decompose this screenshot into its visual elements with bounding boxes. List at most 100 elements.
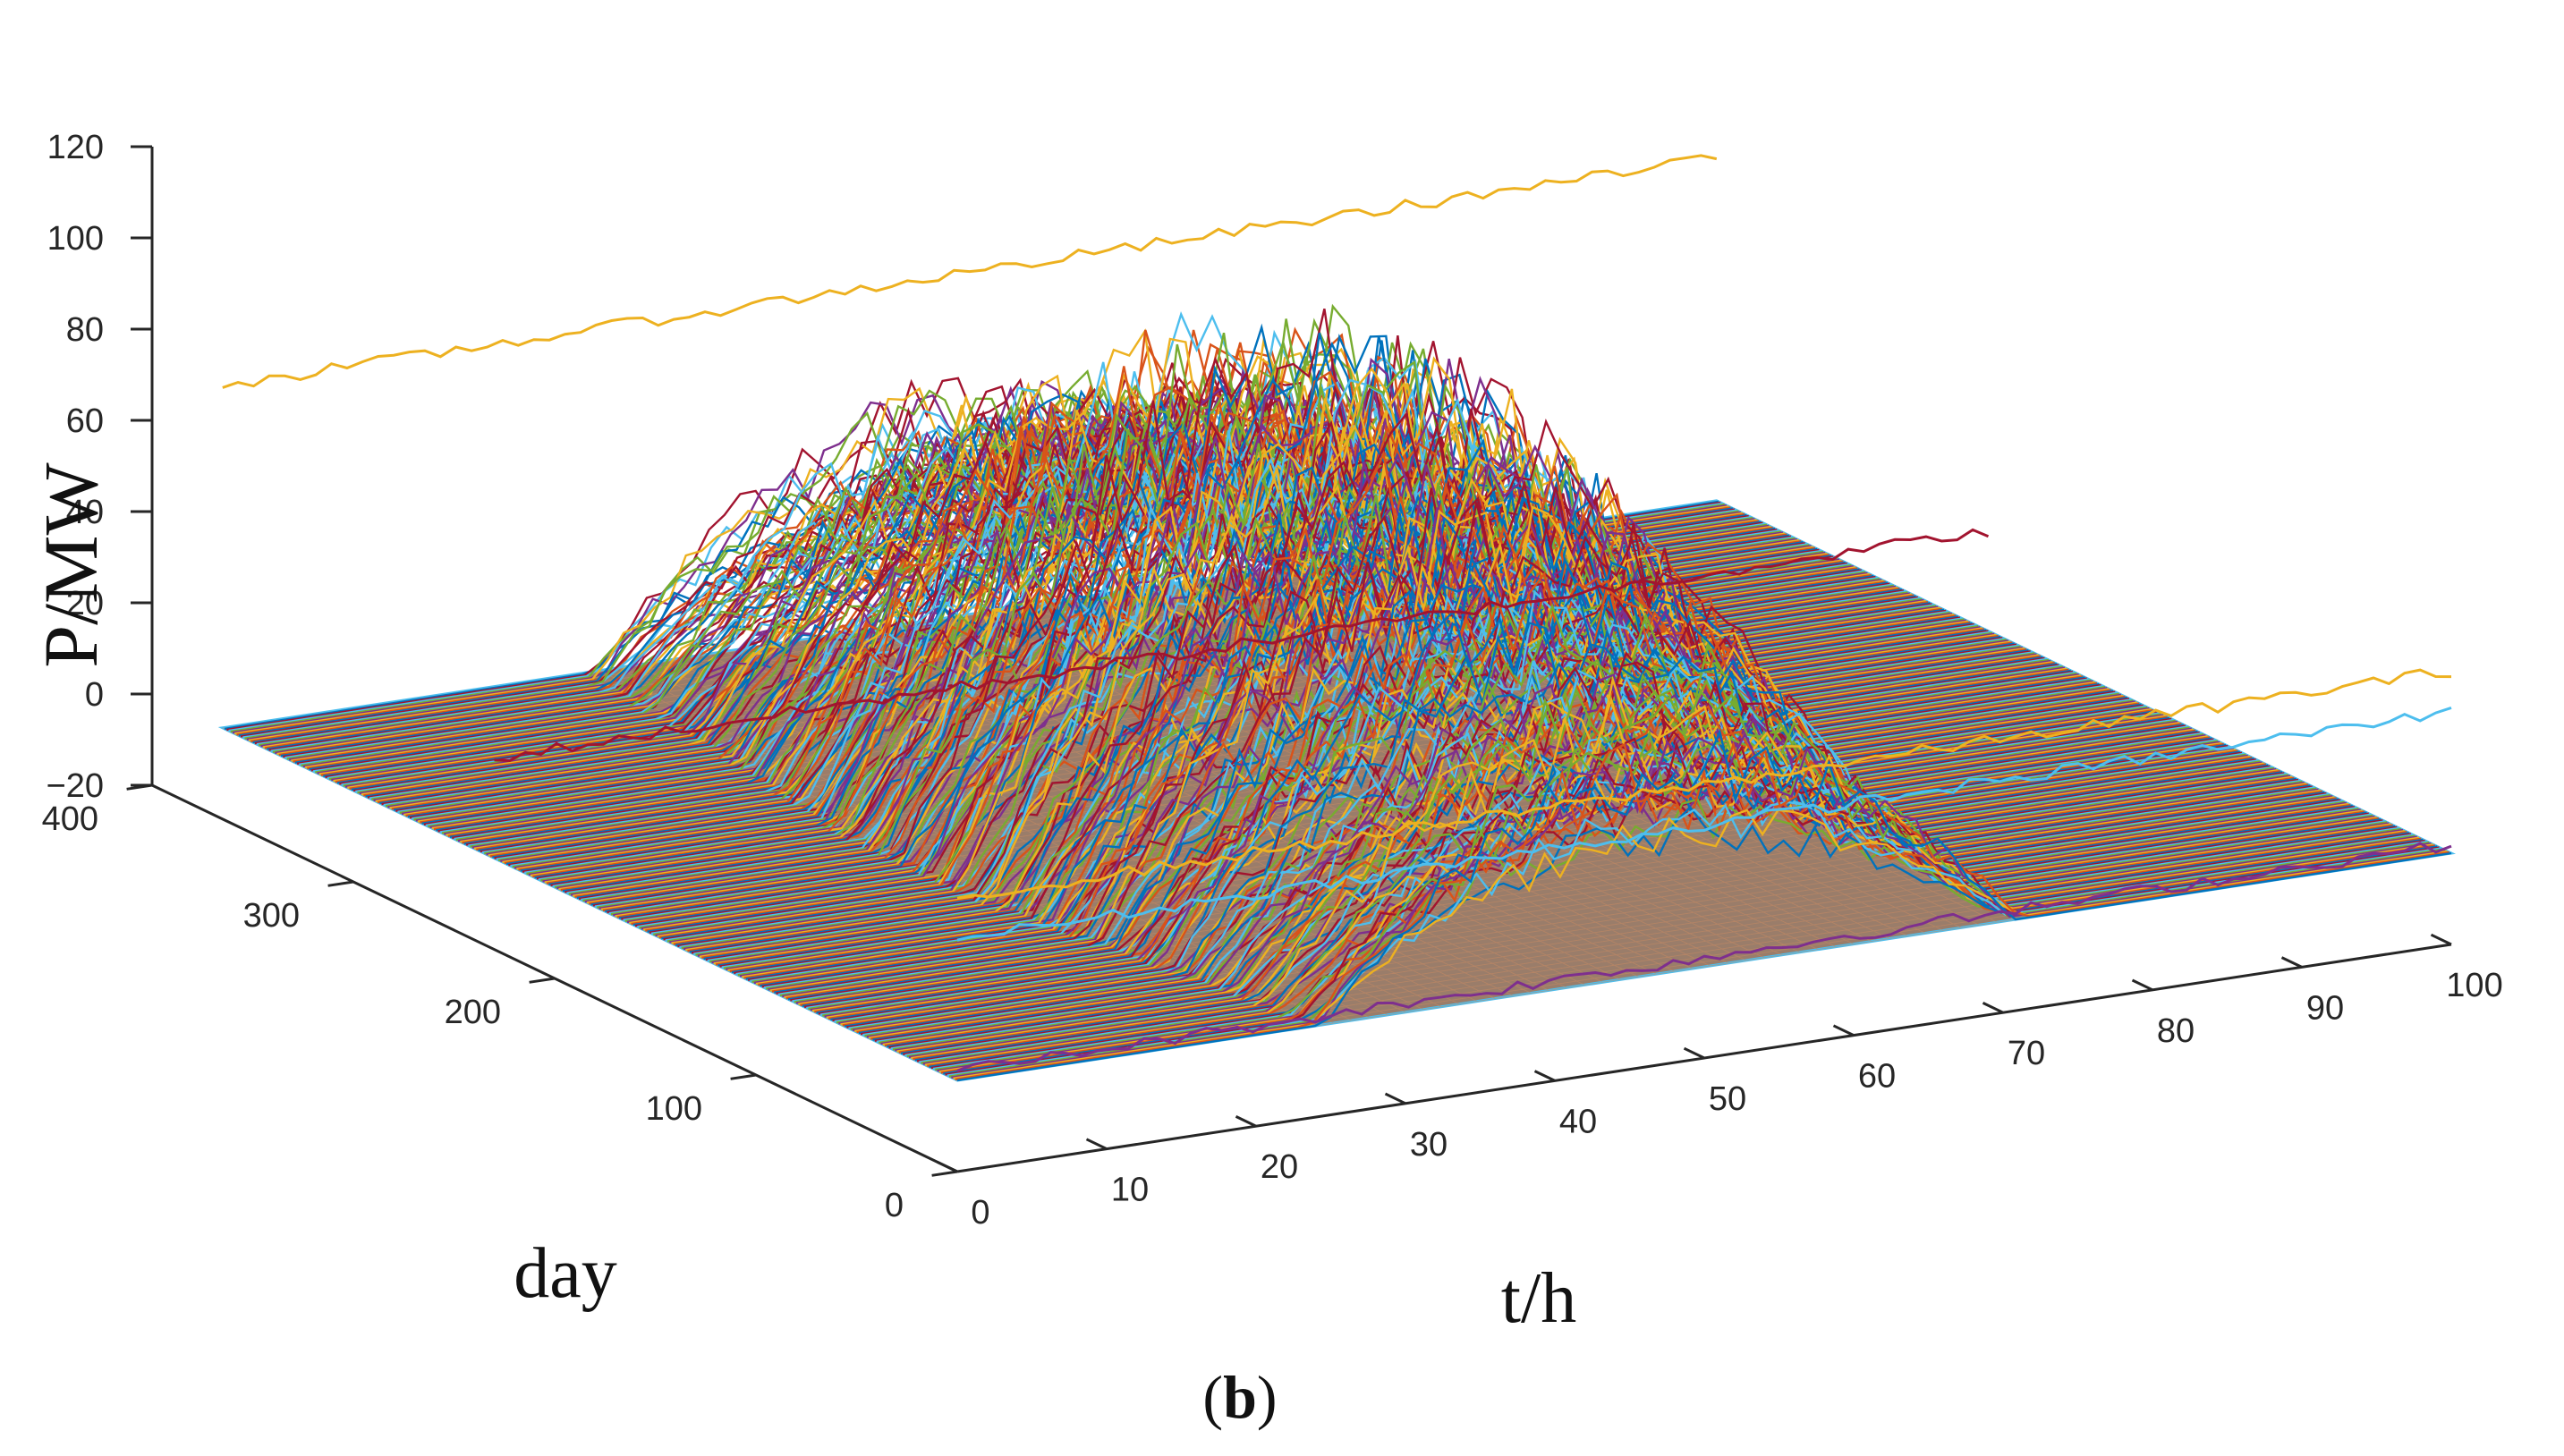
- series-line: [930, 787, 2425, 1070]
- t-tick-mark: [936, 1160, 958, 1173]
- series-curves: [224, 303, 2452, 1082]
- series-line: [761, 478, 2256, 988]
- y-axis-label: day: [514, 1234, 617, 1313]
- axes: −20 0 20 40 60 80 100 120 0 100 200 300 400 0 10 20 30 40…: [42, 129, 2503, 1232]
- series-line: [658, 535, 2154, 939]
- series-line: [578, 376, 2074, 901]
- series-line: [819, 590, 2315, 1016]
- series-line: [953, 808, 2448, 1079]
- z-tick-label: 0: [85, 676, 104, 714]
- day-tick-mark: [126, 783, 153, 791]
- series-line: [715, 474, 2211, 966]
- t-tick-mark: [1384, 1092, 1406, 1105]
- series-line: [937, 755, 2432, 1072]
- series-line: [795, 650, 2291, 1004]
- t-tick-label: 70: [2008, 1035, 2045, 1072]
- series-line: [496, 311, 1991, 860]
- anomalous-series-line: [222, 154, 1718, 389]
- series-line: [830, 587, 2325, 1021]
- z-axis-label: P/MW: [28, 462, 114, 667]
- z-tick-label: 120: [47, 129, 104, 166]
- series-line: [554, 303, 2050, 889]
- series-line: [852, 719, 2348, 1031]
- series-line: [729, 450, 2224, 973]
- series-line: [747, 542, 2243, 981]
- series-line: [824, 584, 2319, 1018]
- day-tick-label: 200: [445, 994, 501, 1031]
- series-line: [582, 317, 2077, 902]
- series-line: [860, 729, 2356, 1036]
- series-line: [848, 660, 2343, 1029]
- series-line: [755, 478, 2251, 986]
- series-line: [896, 675, 2391, 1053]
- series-line: [573, 354, 2067, 897]
- t-tick-mark: [1982, 1002, 2004, 1014]
- series-line: [858, 643, 2353, 1035]
- z-tick-label: 80: [66, 311, 104, 349]
- t-tick-label: 50: [1709, 1080, 1746, 1118]
- series-line: [552, 448, 2047, 888]
- day-tick-mark: [730, 1073, 757, 1080]
- series-line: [956, 728, 2452, 1082]
- series-line: [844, 621, 2339, 1028]
- series-line: [913, 787, 2407, 1061]
- t-tick-mark: [2280, 956, 2303, 969]
- t-tick-mark: [2430, 933, 2452, 946]
- x-axis-label: t/h: [1501, 1259, 1576, 1338]
- series-line: [921, 747, 2415, 1064]
- series-line: [932, 749, 2428, 1071]
- series-line: [828, 571, 2323, 1020]
- series-line: [888, 761, 2383, 1049]
- series-line: [816, 672, 2311, 1014]
- day-tick-label: 300: [243, 897, 300, 935]
- series-line: [540, 352, 2035, 882]
- series-line: [834, 589, 2329, 1023]
- t-tick-label: 60: [1858, 1058, 1896, 1096]
- t-tick-label: 10: [1111, 1172, 1149, 1209]
- series-line: [943, 805, 2438, 1075]
- series-line: [758, 493, 2253, 986]
- series-line: [743, 552, 2238, 979]
- series-line: [671, 356, 2166, 944]
- series-line: [919, 742, 2414, 1063]
- series-line: [864, 671, 2359, 1037]
- day-tick-label: 0: [885, 1187, 904, 1224]
- series-line: [731, 533, 2227, 974]
- series-line: [769, 505, 2264, 992]
- anomalous-series-line: [956, 706, 2452, 942]
- z-tick-label: 40: [66, 494, 104, 531]
- z-tick-label: 60: [66, 402, 104, 440]
- t-tick-label: 40: [1559, 1103, 1597, 1140]
- series-line: [776, 502, 2271, 995]
- series-line: [634, 335, 2130, 927]
- series-line: [711, 543, 2206, 964]
- series-line: [777, 586, 2272, 996]
- series-line: [935, 798, 2430, 1071]
- day-tick-mark: [931, 1170, 958, 1177]
- day-tick-label: 400: [42, 800, 98, 838]
- series-line: [745, 489, 2240, 980]
- series-line: [911, 696, 2406, 1060]
- z-tick-label: 100: [47, 220, 104, 258]
- series-line: [887, 721, 2381, 1048]
- series-line: [882, 727, 2377, 1046]
- t-tick-label: 30: [1410, 1126, 1448, 1164]
- z-tick-label: −20: [47, 767, 104, 805]
- series-line: [832, 647, 2327, 1022]
- anomalous-series-line: [956, 842, 2452, 1072]
- series-line: [818, 590, 2313, 1015]
- series-line: [876, 686, 2372, 1043]
- series-line: [760, 496, 2254, 987]
- series-line: [576, 323, 2071, 900]
- series-line: [768, 507, 2263, 991]
- series-line: [597, 456, 2092, 909]
- series-line: [927, 778, 2422, 1067]
- series-line: [655, 357, 2150, 937]
- series-line: [514, 371, 2009, 869]
- series-line: [874, 661, 2369, 1042]
- z-tick-label: 20: [66, 585, 104, 622]
- series-line: [866, 673, 2361, 1038]
- series-line: [679, 397, 2174, 949]
- t-tick-mark: [2131, 978, 2153, 992]
